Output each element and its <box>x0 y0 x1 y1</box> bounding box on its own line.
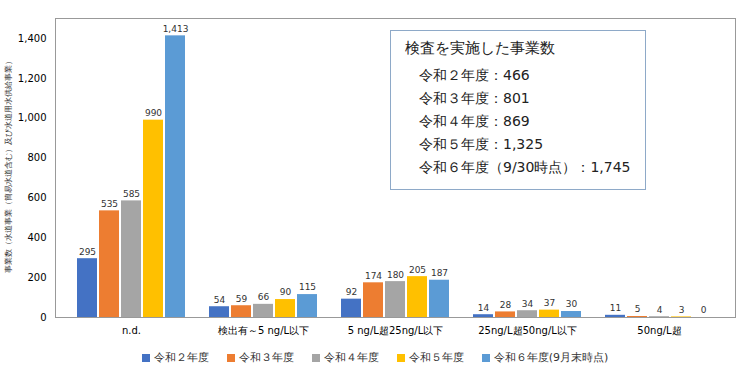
svg-text:25ng/L超50ng/L以下: 25ng/L超50ng/L以下 <box>478 325 577 336</box>
svg-text:30: 30 <box>566 299 578 309</box>
svg-text:92: 92 <box>346 287 357 297</box>
html-text:令和３年度: 令和３年度 <box>238 351 294 364</box>
html-text:令和５年度：1,325: 令和５年度：1,325 <box>419 136 544 152</box>
svg-text:66: 66 <box>258 292 270 302</box>
svg-text:174: 174 <box>365 271 382 281</box>
svg-text:0: 0 <box>701 305 707 315</box>
svg-text:11: 11 <box>610 303 621 313</box>
svg-text:50ng/L超: 50ng/L超 <box>637 325 681 336</box>
svg-text:585: 585 <box>123 189 140 199</box>
svg-text:600: 600 <box>27 192 46 203</box>
svg-text:28: 28 <box>500 300 512 310</box>
html-text:令和２年度: 令和２年度 <box>153 351 209 364</box>
svg-text:115: 115 <box>299 282 316 292</box>
svg-text:5 ng/L超25ng/L以下: 5 ng/L超25ng/L以下 <box>348 325 444 336</box>
html-text:令和５年度: 令和５年度 <box>408 351 464 364</box>
svg-text:14: 14 <box>478 303 490 313</box>
svg-text:90: 90 <box>280 287 292 297</box>
svg-text:800: 800 <box>27 152 46 163</box>
svg-text:180: 180 <box>387 270 404 280</box>
svg-text:59: 59 <box>236 294 248 304</box>
html-text:令和６年度（9/30時点）：1,745: 令和６年度（9/30時点）：1,745 <box>419 159 631 175</box>
svg-text:535: 535 <box>101 199 118 209</box>
svg-text:5: 5 <box>635 304 641 314</box>
svg-text:n.d.: n.d. <box>122 325 141 336</box>
svg-text:54: 54 <box>214 295 226 305</box>
svg-text:検出有～5 ng/L以下: 検出有～5 ng/L以下 <box>218 325 309 336</box>
svg-text:37: 37 <box>544 298 555 308</box>
html-text:令和６年度(9月末時点): 令和６年度(9月末時点) <box>493 351 609 364</box>
html-text:令和４年度: 令和４年度 <box>323 351 379 364</box>
svg-text:3: 3 <box>679 305 685 315</box>
html-text:令和４年度：869: 令和４年度：869 <box>419 113 530 129</box>
svg-text:1,400: 1,400 <box>18 33 47 44</box>
html-text:令和３年度：801: 令和３年度：801 <box>419 90 530 106</box>
svg-text:295: 295 <box>79 247 96 257</box>
svg-text:200: 200 <box>27 272 46 283</box>
html-text:事業数（水道事業（簡易水道含む）及び水道用水供給事業）: 事業数（水道事業（簡易水道含む）及び水道用水供給事業） <box>3 57 13 273</box>
html-text:検査を実施した事業数: 検査を実施した事業数 <box>405 39 555 57</box>
svg-text:1,000: 1,000 <box>18 112 47 123</box>
svg-text:1,413: 1,413 <box>163 24 189 34</box>
svg-text:1,200: 1,200 <box>18 73 47 84</box>
svg-text:205: 205 <box>409 265 426 275</box>
svg-text:187: 187 <box>431 268 448 278</box>
svg-text:0: 0 <box>40 312 46 323</box>
svg-text:4: 4 <box>657 305 663 315</box>
svg-text:990: 990 <box>145 108 162 118</box>
svg-text:34: 34 <box>522 299 534 309</box>
html-text:令和２年度：466: 令和２年度：466 <box>419 67 530 83</box>
svg-text:400: 400 <box>27 232 46 243</box>
